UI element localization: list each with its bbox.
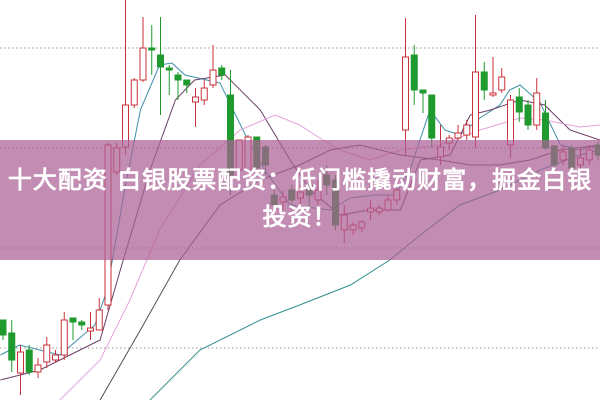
candle-body	[69, 317, 77, 323]
candle	[69, 317, 77, 340]
candle	[200, 80, 208, 105]
candle	[60, 312, 68, 360]
candle	[157, 17, 164, 115]
candle	[454, 125, 462, 140]
candle	[419, 89, 427, 113]
candle-body	[43, 344, 51, 363]
candle-body	[0, 319, 7, 336]
candle	[139, 17, 147, 82]
candle-body	[192, 96, 199, 103]
candle-body	[130, 79, 138, 106]
candle	[524, 100, 532, 130]
candle-body	[209, 69, 217, 86]
candle-body	[183, 79, 191, 86]
candle-body	[463, 124, 471, 136]
candle-body	[507, 99, 514, 146]
candle-body	[489, 92, 497, 96]
candle-body	[402, 56, 409, 131]
candle	[95, 298, 103, 331]
candle-body	[498, 76, 506, 91]
candle-body	[480, 71, 488, 91]
candle	[192, 88, 199, 127]
candle	[472, 15, 479, 148]
candle	[130, 78, 138, 108]
candle	[428, 94, 436, 148]
candle-body	[8, 332, 16, 361]
candle	[78, 320, 86, 330]
candle	[498, 68, 506, 93]
candle	[463, 120, 471, 140]
candle	[218, 65, 226, 80]
candle-body	[218, 67, 226, 76]
candle-body	[95, 309, 103, 331]
candle	[480, 62, 488, 100]
candle	[533, 78, 541, 130]
candle	[410, 45, 418, 105]
candle-body	[165, 67, 173, 71]
candle-body	[174, 74, 182, 81]
candle-body	[139, 47, 147, 81]
candle	[209, 45, 217, 88]
candle-body	[200, 87, 208, 101]
candle-body	[148, 47, 156, 51]
candle-body	[410, 54, 418, 91]
banner-title: 十大配资 白银股票配资：低门槛撬动财富，掘金白银投资！	[7, 166, 593, 231]
candle	[165, 65, 173, 95]
title-banner: 十大配资 白银股票配资：低门槛撬动财富，掘金白银投资！	[0, 140, 600, 260]
candle	[122, 0, 129, 155]
candle	[148, 25, 156, 75]
candle-body	[419, 89, 427, 94]
candle	[34, 358, 42, 378]
candle-body	[60, 319, 68, 356]
candle	[489, 57, 497, 97]
candle-body	[52, 354, 59, 361]
candle	[0, 319, 7, 340]
candle-body	[524, 104, 532, 126]
candle	[515, 88, 523, 122]
candle	[174, 72, 182, 100]
candle-body	[533, 92, 541, 126]
candle	[183, 79, 191, 93]
candle-body	[157, 54, 164, 68]
candle	[43, 337, 51, 368]
candle	[87, 312, 94, 340]
candle	[25, 345, 33, 375]
candle	[8, 320, 16, 372]
candle-body	[472, 71, 479, 138]
candle-body	[17, 351, 24, 374]
candle-body	[34, 364, 42, 373]
candle	[52, 350, 59, 362]
candle-body	[87, 327, 94, 332]
candle-body	[515, 96, 523, 113]
candle-body	[428, 94, 436, 139]
candle-body	[78, 321, 86, 326]
candle	[402, 18, 409, 155]
candle-body	[25, 349, 33, 373]
candle	[17, 345, 24, 395]
candle-body	[454, 132, 462, 139]
